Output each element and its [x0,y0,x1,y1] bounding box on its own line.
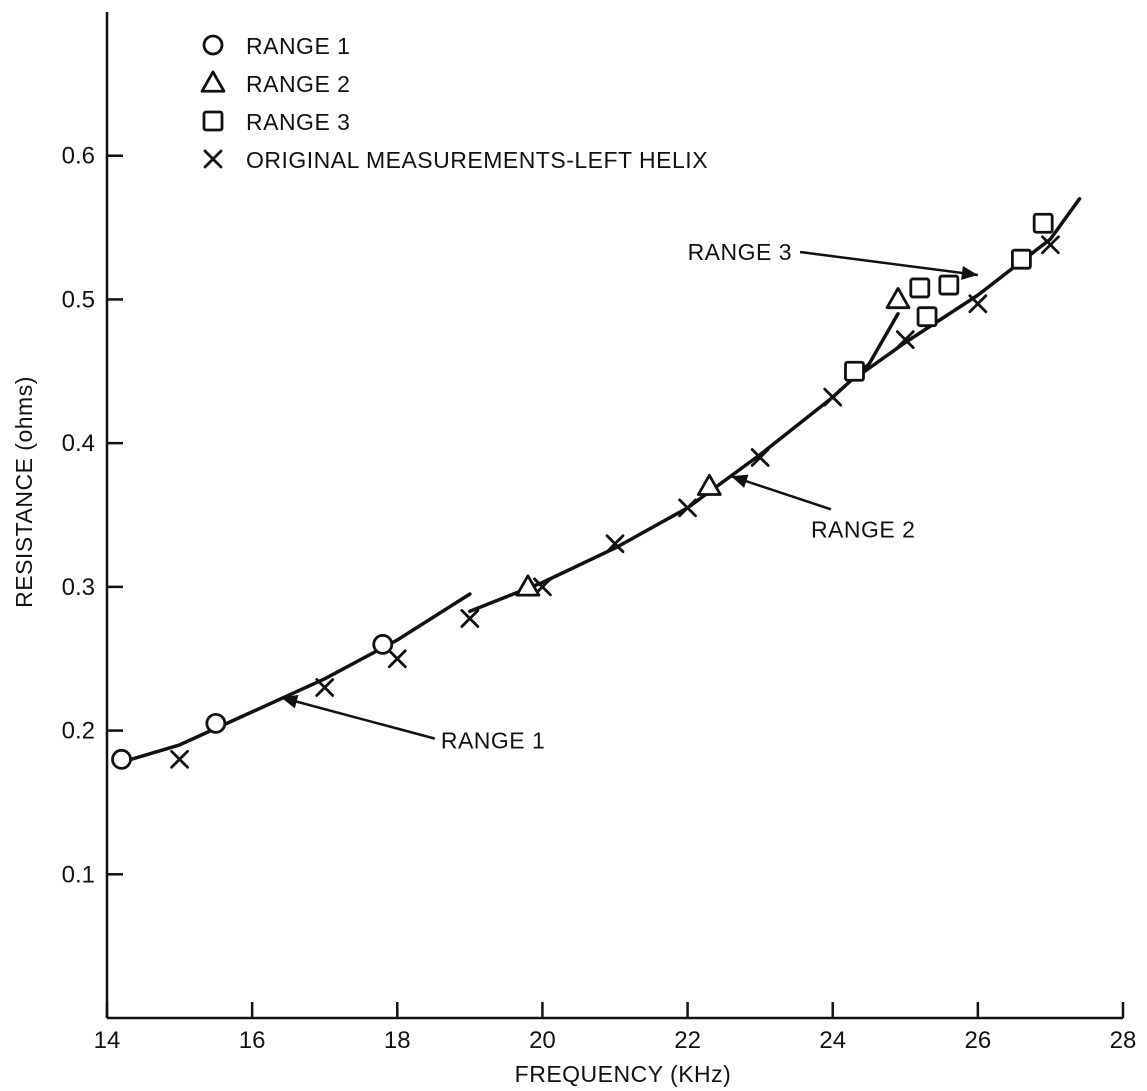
data-point-x [605,534,625,554]
data-point-x [823,387,843,407]
fitted-curves [119,197,1082,764]
annotation-arrow-line [730,475,832,511]
data-point-square [844,360,865,382]
data-point-square [916,306,938,328]
y-tick-label: 0.1 [62,861,95,888]
annotation-label: RANGE 1 [441,728,545,754]
legend-marker-x [203,149,223,169]
x-tick-label: 20 [529,1027,556,1054]
data-point-triangle [885,287,911,310]
annotation-arrow-line [799,250,979,277]
annotation-arrowhead [731,474,749,488]
legend-label: ORIGINAL MEASUREMENTS-LEFT HELIX [246,147,708,173]
x-tick-label: 26 [965,1027,992,1054]
x-tick-label: 24 [819,1027,846,1054]
data-point-triangle [696,473,722,496]
data-point-x [750,448,770,467]
legend-marker-triangle [200,70,226,93]
annotation-label: RANGE 2 [811,516,915,542]
data-point-circle [205,712,227,734]
data-point-x [1041,235,1060,255]
legend-label: RANGE 3 [246,109,350,135]
y-tick-label: 0.6 [62,143,95,170]
curve-range-2 [468,312,900,614]
data-point-square [938,274,960,296]
axis-ticks: 14 16 18 20 22 24 26 28 0.1 0.2 0.3 0.4 0.5 0.6 [62,143,1137,1054]
y-tick-label: 0.4 [62,430,95,457]
y-tick-label: 0.3 [62,574,95,601]
x-tick-label: 16 [239,1027,266,1054]
curve-range-3 [852,197,1082,381]
x-tick-label: 18 [384,1027,411,1054]
annotation-arrowhead [961,266,978,280]
legend: RANGE 1 RANGE 2 RANGE 3 ORIGINAL MEASUREMEN… [200,33,708,173]
y-tick-label: 0.5 [62,286,95,313]
data-point-circle [111,748,132,770]
data-point-square [1032,212,1054,234]
data-point-x [678,498,697,518]
plot-frame [105,12,1123,1020]
annotation-label: RANGE 3 [688,239,792,265]
x-axis-title: FREQUENCY (KHz) [515,1061,732,1087]
legend-label: RANGE 1 [246,33,350,59]
x-tick-label: 28 [1110,1027,1137,1054]
data-point-x [315,678,335,697]
curve-annotations: RANGE 1 RANGE 2 RANGE 3 [280,239,979,754]
x-tick-label: 22 [674,1027,701,1054]
data-point-x [387,649,407,669]
data-point-circle [372,633,394,655]
legend-label: RANGE 2 [246,71,350,97]
data-point-x [460,609,480,628]
legend-marker-square [202,110,224,132]
data-point-square [909,277,931,299]
data-point-square [1011,248,1032,270]
data-point-x [895,330,915,350]
x-tick-label: 14 [94,1027,121,1054]
data-point-x [170,749,189,769]
y-tick-label: 0.2 [62,718,95,745]
data-point-x [968,294,988,314]
y-axis-title: RESISTANCE (ohms) [11,376,37,608]
data-point-triangle [515,574,541,597]
annotation-arrowhead [281,694,299,709]
curve-range-1 [119,592,472,764]
data-markers [111,212,1060,770]
legend-marker-circle [202,34,224,56]
annotation-arrow-line [280,696,436,740]
